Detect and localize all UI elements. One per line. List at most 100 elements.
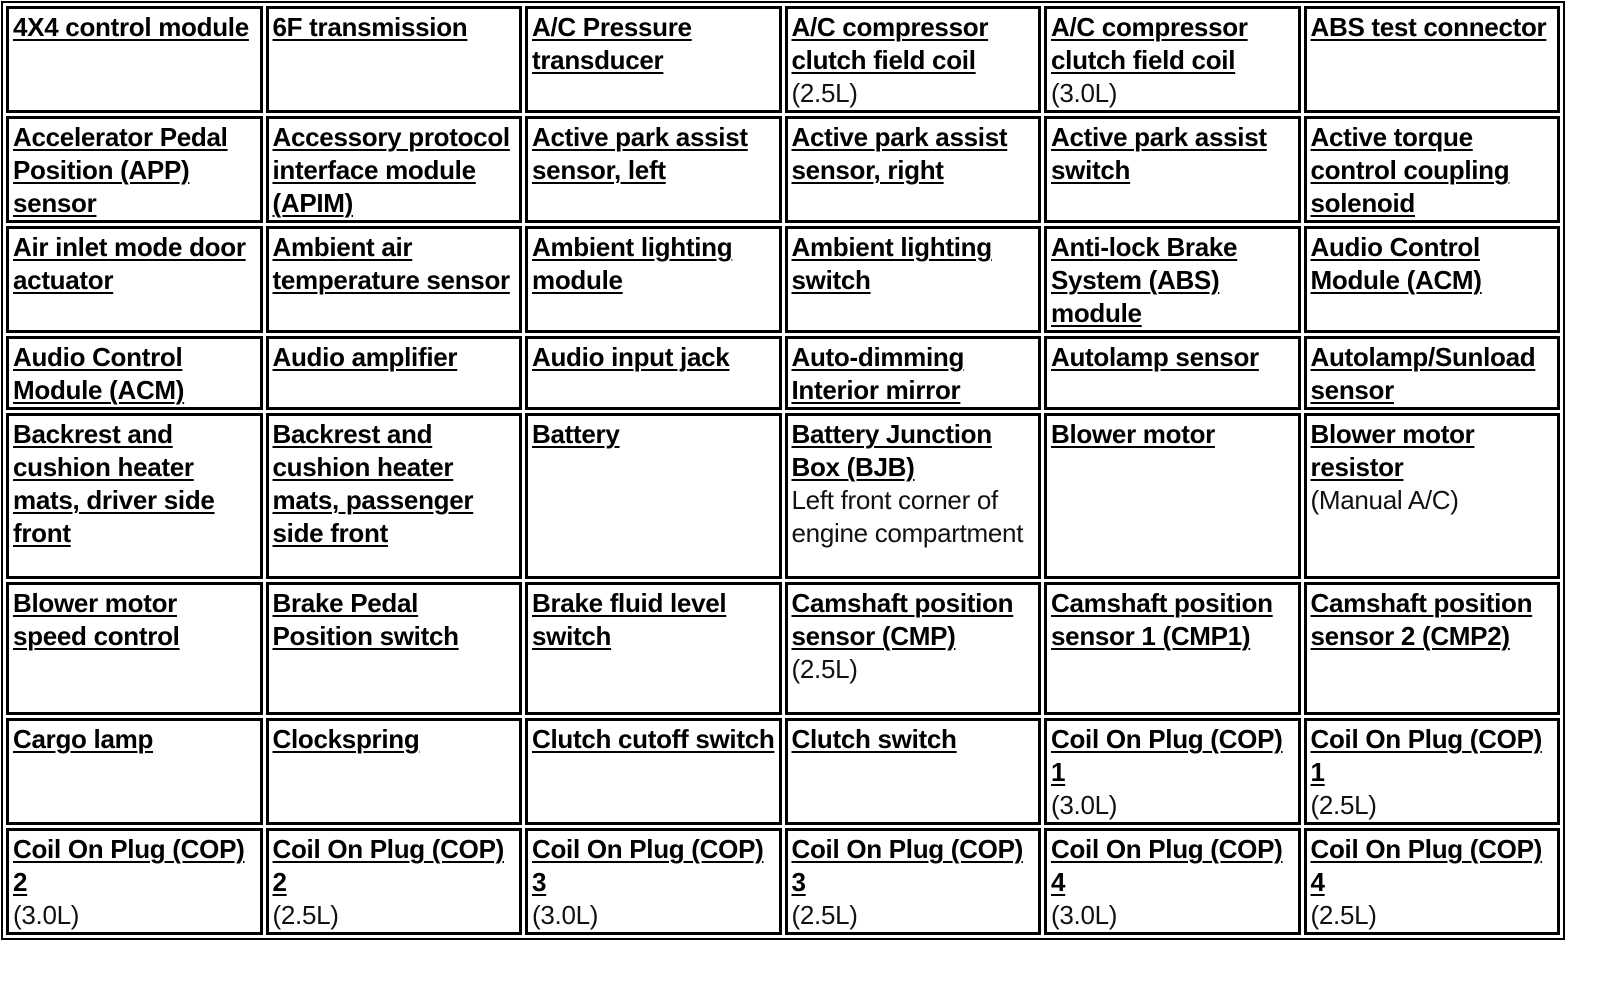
table-cell: Blower motor speed control xyxy=(6,582,263,715)
component-link[interactable]: Clockspring xyxy=(272,724,420,754)
table-cell: A/C Pressure transducer xyxy=(525,6,782,113)
component-link[interactable]: Coil On Plug (COP) 4 xyxy=(1051,834,1283,897)
component-link[interactable]: 4X4 control module xyxy=(13,12,249,42)
table-row: Accelerator Pedal Position (APP) sensor A… xyxy=(6,116,1560,223)
component-link[interactable]: Cargo lamp xyxy=(13,724,154,754)
table-cell: Accessory protocol interface module (API… xyxy=(265,116,522,223)
component-link[interactable]: Audio input jack xyxy=(532,342,730,372)
component-link[interactable]: Anti-lock Brake System (ABS) module xyxy=(1051,232,1238,328)
table-cell: Coil On Plug (COP) 4 (3.0L) xyxy=(1044,828,1301,935)
table-cell: Coil On Plug (COP) 4 (2.5L) xyxy=(1303,828,1560,935)
table-cell: Blower motor xyxy=(1044,413,1301,579)
component-link[interactable]: Audio amplifier xyxy=(272,342,458,372)
component-note: (3.0L) xyxy=(532,900,599,930)
component-link[interactable]: Coil On Plug (COP) 1 xyxy=(1051,724,1283,787)
component-link[interactable]: Camshaft position sensor (CMP) xyxy=(791,588,1014,651)
table-cell: Audio Control Module (ACM) xyxy=(1303,226,1560,333)
table-row: Cargo lamp Clockspring Clutch cutoff switc… xyxy=(6,718,1560,825)
table-cell: Clockspring xyxy=(265,718,522,825)
component-link[interactable]: Backrest and cushion heater mats, driver… xyxy=(13,419,215,548)
component-link[interactable]: Active torque control coupling solenoid xyxy=(1310,122,1510,218)
component-note: Left front corner of engine compartment xyxy=(791,485,1024,548)
component-link[interactable]: Coil On Plug (COP) 3 xyxy=(791,834,1024,897)
component-link[interactable]: Coil On Plug (COP) 1 xyxy=(1310,724,1543,787)
component-note: (3.0L) xyxy=(1051,78,1118,108)
table-cell: Active park assist switch xyxy=(1044,116,1301,223)
component-link[interactable]: ABS test connector xyxy=(1310,12,1547,42)
table-row: Blower motor speed control Brake Pedal Po… xyxy=(6,582,1560,715)
table-cell: A/C compressor clutch field coil (2.5L) xyxy=(784,6,1041,113)
table-cell: Accelerator Pedal Position (APP) sensor xyxy=(6,116,263,223)
component-link[interactable]: Blower motor resistor xyxy=(1310,419,1475,482)
table-row: Audio Control Module (ACM) Audio amplifie… xyxy=(6,336,1560,410)
component-link[interactable]: Coil On Plug (COP) 4 xyxy=(1310,834,1543,897)
table-cell: Camshaft position sensor (CMP) (2.5L) xyxy=(784,582,1041,715)
table-cell: Ambient air temperature sensor xyxy=(265,226,522,333)
component-link[interactable]: Clutch switch xyxy=(791,724,957,754)
table-cell: 6F transmission xyxy=(265,6,522,113)
component-link[interactable]: Coil On Plug (COP) 2 xyxy=(13,834,245,897)
component-link[interactable]: Ambient lighting module xyxy=(532,232,733,295)
component-link[interactable]: Active park assist switch xyxy=(1051,122,1267,185)
component-link[interactable]: Coil On Plug (COP) 2 xyxy=(272,834,505,897)
component-link[interactable]: Audio Control Module (ACM) xyxy=(1310,232,1482,295)
component-note: (3.0L) xyxy=(1051,790,1118,820)
table-cell: Coil On Plug (COP) 3 (2.5L) xyxy=(784,828,1041,935)
component-link[interactable]: Active park assist sensor, right xyxy=(791,122,1008,185)
table-row: Coil On Plug (COP) 2 (3.0L) Coil On Plug (… xyxy=(6,828,1560,935)
table-cell: Battery xyxy=(525,413,782,579)
component-link[interactable]: Autolamp/Sunload sensor xyxy=(1310,342,1536,405)
component-link[interactable]: Accessory protocol interface module (API… xyxy=(272,122,511,218)
component-link[interactable]: Camshaft position sensor 1 (CMP1) xyxy=(1051,588,1273,651)
table-row: Backrest and cushion heater mats, driver… xyxy=(6,413,1560,579)
table-cell: Backrest and cushion heater mats, passen… xyxy=(265,413,522,579)
table-cell: ABS test connector xyxy=(1303,6,1560,113)
component-link[interactable]: Air inlet mode door actuator xyxy=(13,232,246,295)
table-cell: Coil On Plug (COP) 2 (3.0L) xyxy=(6,828,263,935)
table-cell: Camshaft position sensor 1 (CMP1) xyxy=(1044,582,1301,715)
component-link[interactable]: Ambient lighting switch xyxy=(791,232,993,295)
component-link[interactable]: Battery xyxy=(532,419,620,449)
component-link[interactable]: Ambient air temperature sensor xyxy=(272,232,511,295)
table-cell: Ambient lighting switch xyxy=(784,226,1041,333)
table-cell: Coil On Plug (COP) 2 (2.5L) xyxy=(265,828,522,935)
component-link[interactable]: Autolamp sensor xyxy=(1051,342,1259,372)
table-body: 4X4 control module 6F transmission A/C Pre… xyxy=(6,6,1560,935)
table-row: Air inlet mode door actuator Ambient air … xyxy=(6,226,1560,333)
component-link[interactable]: Clutch cutoff switch xyxy=(532,724,775,754)
table-cell: Active torque control coupling solenoid xyxy=(1303,116,1560,223)
component-link[interactable]: Blower motor speed control xyxy=(13,588,180,651)
component-link[interactable]: Brake fluid level switch xyxy=(532,588,727,651)
table-cell: Air inlet mode door actuator xyxy=(6,226,263,333)
component-link[interactable]: 6F transmission xyxy=(272,12,468,42)
table-cell: Audio Control Module (ACM) xyxy=(6,336,263,410)
component-link[interactable]: Camshaft position sensor 2 (CMP2) xyxy=(1310,588,1533,651)
component-link[interactable]: Coil On Plug (COP) 3 xyxy=(532,834,764,897)
table-cell: Blower motor resistor (Manual A/C) xyxy=(1303,413,1560,579)
table-cell: Clutch switch xyxy=(784,718,1041,825)
table-cell: Active park assist sensor, left xyxy=(525,116,782,223)
component-link[interactable]: Accelerator Pedal Position (APP) sensor xyxy=(13,122,228,218)
table-cell: Camshaft position sensor 2 (CMP2) xyxy=(1303,582,1560,715)
table-cell: Autolamp sensor xyxy=(1044,336,1301,410)
table-cell: Clutch cutoff switch xyxy=(525,718,782,825)
component-note: (2.5L) xyxy=(791,900,858,930)
table-cell: Ambient lighting module xyxy=(525,226,782,333)
component-link[interactable]: A/C compressor clutch field coil xyxy=(1051,12,1248,75)
component-link[interactable]: Audio Control Module (ACM) xyxy=(13,342,185,405)
component-link[interactable]: A/C Pressure transducer xyxy=(532,12,692,75)
component-note: (Manual A/C) xyxy=(1310,485,1459,515)
component-link[interactable]: Battery Junction Box (BJB) xyxy=(791,419,993,482)
component-index-table: 4X4 control module 6F transmission A/C Pre… xyxy=(1,1,1565,940)
component-link[interactable]: Blower motor xyxy=(1051,419,1215,449)
table-cell: Coil On Plug (COP) 3 (3.0L) xyxy=(525,828,782,935)
component-link[interactable]: A/C compressor clutch field coil xyxy=(791,12,989,75)
table-cell: Coil On Plug (COP) 1 (2.5L) xyxy=(1303,718,1560,825)
table-cell: Anti-lock Brake System (ABS) module xyxy=(1044,226,1301,333)
component-link[interactable]: Active park assist sensor, left xyxy=(532,122,748,185)
component-link[interactable]: Brake Pedal Position switch xyxy=(272,588,459,651)
component-link[interactable]: Backrest and cushion heater mats, passen… xyxy=(272,419,474,548)
table-cell: Coil On Plug (COP) 1 (3.0L) xyxy=(1044,718,1301,825)
component-link[interactable]: Auto-dimming Interior mirror xyxy=(791,342,965,405)
table-cell: 4X4 control module xyxy=(6,6,263,113)
